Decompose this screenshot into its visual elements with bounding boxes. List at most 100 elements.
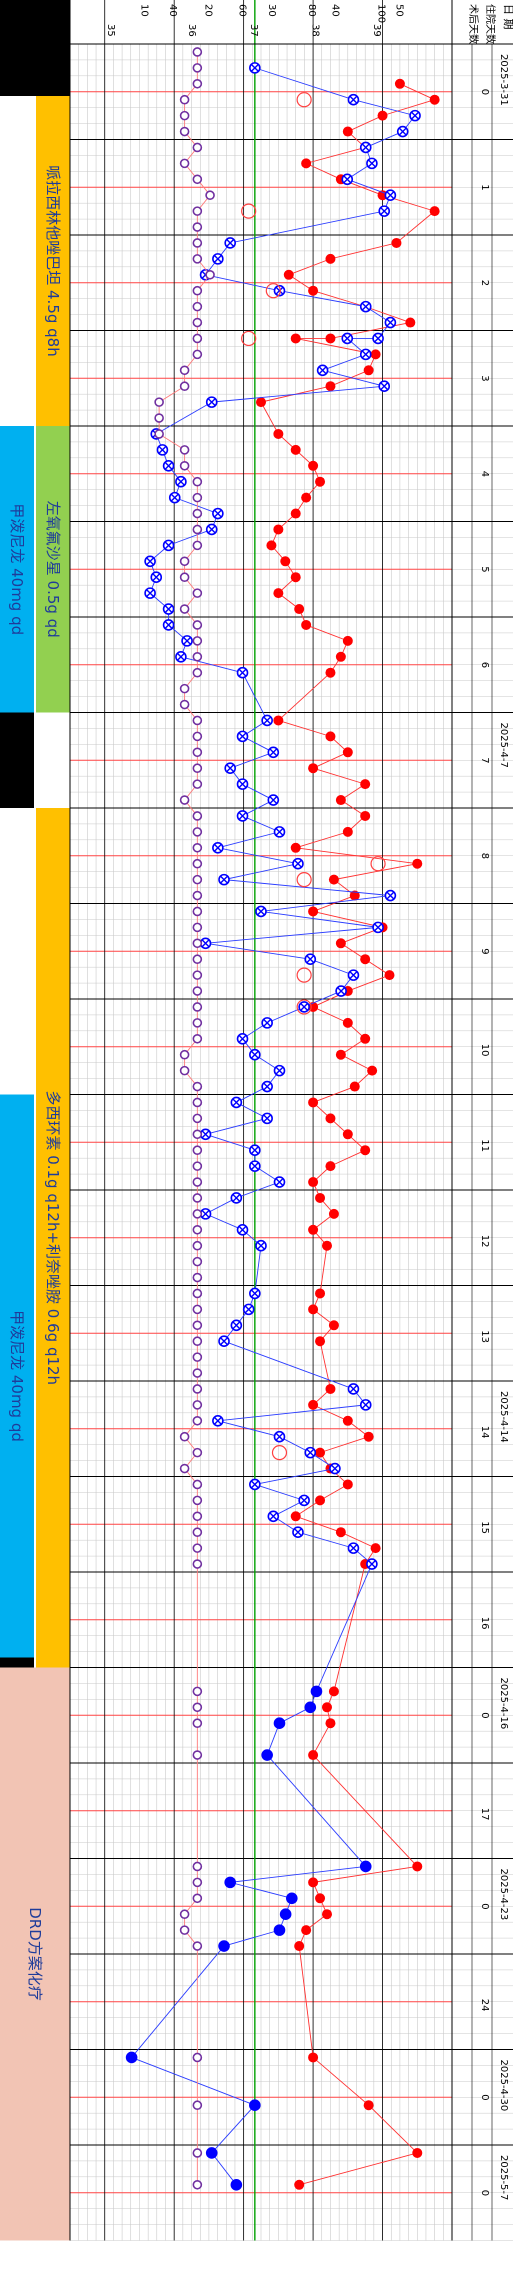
temperature-point [230, 1319, 243, 1332]
day-header: 日 期住院天数术后天数2025-3-3101234562025-4-778910… [467, 4, 513, 2200]
temperature-point [298, 1001, 310, 1013]
respiration-point [154, 429, 164, 439]
respiration-point [192, 715, 203, 726]
temperature-point [372, 332, 384, 345]
pulse-point [315, 1192, 326, 1203]
temperature-point [261, 1112, 273, 1125]
day-hospital-number: 16 [479, 1617, 490, 1630]
day-hospital-number: 0 [479, 2094, 490, 2100]
temperature-marker-cross [251, 1050, 259, 1059]
temperature-point [273, 1176, 286, 1188]
pulse-series [256, 78, 440, 2190]
respiration-point [192, 1415, 203, 1426]
respiration-tick-label: 40 [330, 4, 341, 17]
temperature-point [249, 1160, 261, 1172]
respiration-point [154, 413, 164, 423]
temperature-line-segment [211, 2104, 256, 2154]
temperature-line-segment [205, 942, 311, 960]
temperature-line-segment [223, 1340, 354, 1390]
pulse-line-segment [319, 1436, 369, 1454]
temperature-point [175, 650, 187, 663]
pulse-line-segment [340, 1531, 376, 1549]
respiration-point [192, 731, 203, 742]
pulse-point [360, 810, 371, 821]
temperature-line-segment [230, 751, 274, 769]
temperature-line-segment [322, 369, 385, 387]
respiration-point [192, 1272, 203, 1283]
respiration-point [192, 63, 203, 73]
temperature-point [261, 1080, 273, 1093]
respiration-point [192, 1081, 203, 1092]
respiration-point [192, 588, 203, 598]
pulse-point [405, 317, 416, 328]
pulse-point [342, 1415, 353, 1426]
temperature-marker-cross [207, 525, 216, 534]
respiration-point [192, 779, 203, 789]
pulse-line-segment [295, 1515, 342, 1533]
respiration-point [192, 142, 203, 153]
temperature-marker-cross [269, 1512, 278, 1521]
respiration-line-segment [158, 385, 185, 403]
temperature-marker-cross [269, 748, 278, 757]
temperature-point [396, 125, 409, 138]
temperature-marker-cross [220, 875, 228, 884]
pulse-point [328, 1208, 339, 1219]
respiration-point [179, 572, 190, 583]
pulse-point [412, 858, 423, 869]
pulse-line-segment [382, 99, 435, 117]
respiration-point [192, 47, 203, 57]
temperature-line-segment [254, 1245, 262, 1294]
temperature-line-segment [211, 385, 385, 403]
temperature-point [236, 730, 249, 743]
respiration-point [192, 890, 203, 901]
pulse-point [301, 492, 312, 503]
temperature-point [144, 587, 156, 599]
temperature-marker-cross [164, 621, 173, 629]
pulse-line-segment [347, 115, 383, 132]
cooling-marker [296, 967, 312, 983]
pulse-point [370, 349, 381, 360]
pulse-point [283, 269, 294, 280]
respiration-point [192, 1352, 203, 1362]
temperature-line-segment [211, 2152, 237, 2186]
pulse-line-segment [312, 751, 349, 769]
temperature-line-segment [131, 2057, 256, 2106]
pulse-point [360, 1033, 371, 1044]
pulse-point [342, 826, 353, 837]
respiration-point [179, 445, 190, 455]
respiration-point [205, 190, 215, 201]
pulse-line-segment [305, 162, 342, 180]
respiration-point [192, 1177, 203, 1187]
pulse-point [315, 1336, 326, 1347]
temperature-point [384, 189, 397, 202]
temperature-marker-cross [386, 318, 395, 327]
temperature-point [181, 635, 193, 647]
pulse-line-segment [260, 401, 279, 435]
cooling-marker [271, 1445, 288, 1461]
day-date: 2025-4-16 [498, 1678, 509, 1730]
pulse-point [349, 1081, 360, 1092]
respiration-point [179, 381, 190, 392]
pulse-point [273, 524, 284, 535]
day-date: 2025-3-31 [498, 54, 509, 106]
temperature-point [212, 253, 224, 265]
pulse-line-segment [278, 720, 331, 737]
pulse-point [315, 1447, 326, 1458]
pulse-point [273, 428, 284, 439]
pulse-point [301, 619, 312, 630]
temperature-point [162, 619, 175, 631]
pulse-point [335, 938, 346, 949]
temperature-point [273, 1064, 286, 1077]
pulse-point [325, 253, 336, 264]
respiration-point [192, 174, 203, 185]
temperature-marker-cross [300, 1003, 308, 1011]
temperature-marker-cross [349, 95, 358, 104]
temperature-point [162, 603, 175, 615]
pulse-point [325, 1161, 336, 1172]
temperature-marker-cross [386, 191, 395, 200]
pulse-point [342, 747, 353, 758]
respiration-point [192, 492, 203, 503]
temperature-line-segment [322, 353, 366, 371]
temperature-point [212, 1414, 224, 1427]
strip-top-fill [0, 0, 70, 96]
